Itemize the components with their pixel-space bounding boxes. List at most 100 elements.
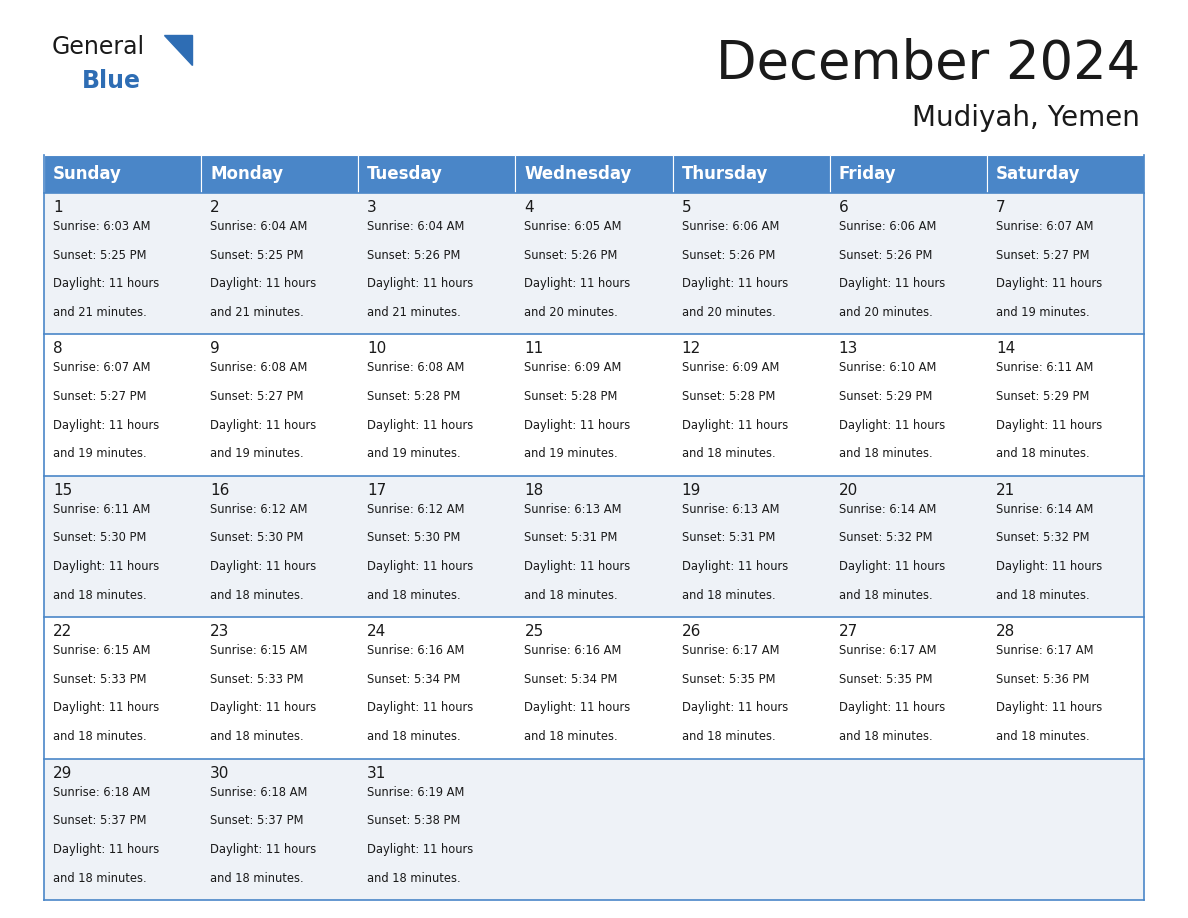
Bar xyxy=(516,193,672,334)
Text: 30: 30 xyxy=(210,766,229,780)
Text: Sunset: 5:25 PM: Sunset: 5:25 PM xyxy=(210,249,304,262)
Text: and 18 minutes.: and 18 minutes. xyxy=(682,730,776,743)
Bar xyxy=(829,476,987,617)
Text: Daylight: 11 hours: Daylight: 11 hours xyxy=(839,277,944,290)
Text: 9: 9 xyxy=(210,341,220,356)
Text: Daylight: 11 hours: Daylight: 11 hours xyxy=(996,419,1102,431)
Text: Sunrise: 6:03 AM: Sunrise: 6:03 AM xyxy=(53,220,151,233)
Text: December 2024: December 2024 xyxy=(715,38,1140,90)
Text: Sunrise: 6:17 AM: Sunrise: 6:17 AM xyxy=(996,644,1093,657)
Text: Daylight: 11 hours: Daylight: 11 hours xyxy=(367,843,474,856)
Text: Daylight: 11 hours: Daylight: 11 hours xyxy=(210,701,316,714)
Text: Sunset: 5:37 PM: Sunset: 5:37 PM xyxy=(53,814,146,827)
Text: Sunset: 5:33 PM: Sunset: 5:33 PM xyxy=(210,673,304,686)
Text: Sunset: 5:27 PM: Sunset: 5:27 PM xyxy=(53,390,146,403)
Text: Daylight: 11 hours: Daylight: 11 hours xyxy=(524,419,631,431)
Text: Daylight: 11 hours: Daylight: 11 hours xyxy=(682,560,788,573)
Bar xyxy=(359,617,516,758)
Text: Daylight: 11 hours: Daylight: 11 hours xyxy=(53,277,159,290)
Text: and 18 minutes.: and 18 minutes. xyxy=(367,730,461,743)
Text: Monday: Monday xyxy=(210,165,283,183)
Text: Sunset: 5:32 PM: Sunset: 5:32 PM xyxy=(839,532,933,544)
Text: Sunrise: 6:08 AM: Sunrise: 6:08 AM xyxy=(210,362,308,375)
Text: Sunrise: 6:04 AM: Sunrise: 6:04 AM xyxy=(210,220,308,233)
Text: Daylight: 11 hours: Daylight: 11 hours xyxy=(839,701,944,714)
Text: Daylight: 11 hours: Daylight: 11 hours xyxy=(53,843,159,856)
Text: and 18 minutes.: and 18 minutes. xyxy=(53,730,146,743)
Text: Sunset: 5:32 PM: Sunset: 5:32 PM xyxy=(996,532,1089,544)
Text: Sunrise: 6:08 AM: Sunrise: 6:08 AM xyxy=(367,362,465,375)
Text: Sunrise: 6:19 AM: Sunrise: 6:19 AM xyxy=(367,786,465,799)
Text: Daylight: 11 hours: Daylight: 11 hours xyxy=(996,560,1102,573)
Text: and 18 minutes.: and 18 minutes. xyxy=(682,447,776,460)
Text: 21: 21 xyxy=(996,483,1015,498)
Text: and 21 minutes.: and 21 minutes. xyxy=(367,306,461,319)
Text: 7: 7 xyxy=(996,200,1005,215)
Text: 14: 14 xyxy=(996,341,1015,356)
Bar xyxy=(987,193,1144,334)
Bar xyxy=(987,155,1144,193)
Text: Daylight: 11 hours: Daylight: 11 hours xyxy=(524,277,631,290)
Text: 29: 29 xyxy=(53,766,72,780)
Text: 2: 2 xyxy=(210,200,220,215)
Text: Sunset: 5:33 PM: Sunset: 5:33 PM xyxy=(53,673,146,686)
Text: 10: 10 xyxy=(367,341,386,356)
Text: Daylight: 11 hours: Daylight: 11 hours xyxy=(367,701,474,714)
Text: and 20 minutes.: and 20 minutes. xyxy=(839,306,933,319)
Text: Sunrise: 6:11 AM: Sunrise: 6:11 AM xyxy=(53,503,151,516)
Text: Sunset: 5:27 PM: Sunset: 5:27 PM xyxy=(996,249,1089,262)
Bar xyxy=(44,476,201,617)
Text: and 21 minutes.: and 21 minutes. xyxy=(53,306,147,319)
Bar xyxy=(672,758,829,900)
Bar xyxy=(672,334,829,476)
Text: 3: 3 xyxy=(367,200,377,215)
Bar xyxy=(672,155,829,193)
Bar xyxy=(201,193,359,334)
Text: 22: 22 xyxy=(53,624,72,639)
Text: Sunrise: 6:09 AM: Sunrise: 6:09 AM xyxy=(682,362,779,375)
Text: Daylight: 11 hours: Daylight: 11 hours xyxy=(367,419,474,431)
Text: 26: 26 xyxy=(682,624,701,639)
Text: Sunset: 5:28 PM: Sunset: 5:28 PM xyxy=(682,390,775,403)
Text: and 18 minutes.: and 18 minutes. xyxy=(839,730,933,743)
Text: Daylight: 11 hours: Daylight: 11 hours xyxy=(996,701,1102,714)
Text: 1: 1 xyxy=(53,200,63,215)
Text: Sunset: 5:31 PM: Sunset: 5:31 PM xyxy=(524,532,618,544)
Text: 18: 18 xyxy=(524,483,544,498)
Text: Sunrise: 6:05 AM: Sunrise: 6:05 AM xyxy=(524,220,623,233)
Text: Sunset: 5:26 PM: Sunset: 5:26 PM xyxy=(367,249,461,262)
Bar xyxy=(359,334,516,476)
Text: Mudiyah, Yemen: Mudiyah, Yemen xyxy=(912,104,1140,132)
Text: Daylight: 11 hours: Daylight: 11 hours xyxy=(682,277,788,290)
Text: Sunset: 5:29 PM: Sunset: 5:29 PM xyxy=(839,390,933,403)
Text: Friday: Friday xyxy=(839,165,896,183)
Bar xyxy=(44,155,201,193)
Text: and 18 minutes.: and 18 minutes. xyxy=(210,730,304,743)
Text: Sunset: 5:30 PM: Sunset: 5:30 PM xyxy=(367,532,461,544)
Text: and 18 minutes.: and 18 minutes. xyxy=(210,871,304,885)
Text: Thursday: Thursday xyxy=(682,165,767,183)
Text: Sunrise: 6:07 AM: Sunrise: 6:07 AM xyxy=(53,362,151,375)
Bar xyxy=(201,476,359,617)
Text: 20: 20 xyxy=(839,483,858,498)
Text: Daylight: 11 hours: Daylight: 11 hours xyxy=(682,419,788,431)
Text: Sunset: 5:30 PM: Sunset: 5:30 PM xyxy=(210,532,303,544)
Text: Daylight: 11 hours: Daylight: 11 hours xyxy=(210,843,316,856)
Text: Daylight: 11 hours: Daylight: 11 hours xyxy=(839,560,944,573)
Text: 15: 15 xyxy=(53,483,72,498)
Text: Tuesday: Tuesday xyxy=(367,165,443,183)
Text: 25: 25 xyxy=(524,624,544,639)
Text: and 18 minutes.: and 18 minutes. xyxy=(524,588,618,601)
Text: 19: 19 xyxy=(682,483,701,498)
Bar xyxy=(201,617,359,758)
Text: Sunset: 5:27 PM: Sunset: 5:27 PM xyxy=(210,390,304,403)
Text: Daylight: 11 hours: Daylight: 11 hours xyxy=(996,277,1102,290)
Text: Sunrise: 6:18 AM: Sunrise: 6:18 AM xyxy=(210,786,308,799)
Text: Sunrise: 6:10 AM: Sunrise: 6:10 AM xyxy=(839,362,936,375)
Text: Daylight: 11 hours: Daylight: 11 hours xyxy=(53,701,159,714)
Text: Sunset: 5:26 PM: Sunset: 5:26 PM xyxy=(839,249,933,262)
Bar xyxy=(672,617,829,758)
Text: and 19 minutes.: and 19 minutes. xyxy=(210,447,304,460)
Text: and 18 minutes.: and 18 minutes. xyxy=(996,447,1089,460)
Text: Sunrise: 6:17 AM: Sunrise: 6:17 AM xyxy=(839,644,936,657)
